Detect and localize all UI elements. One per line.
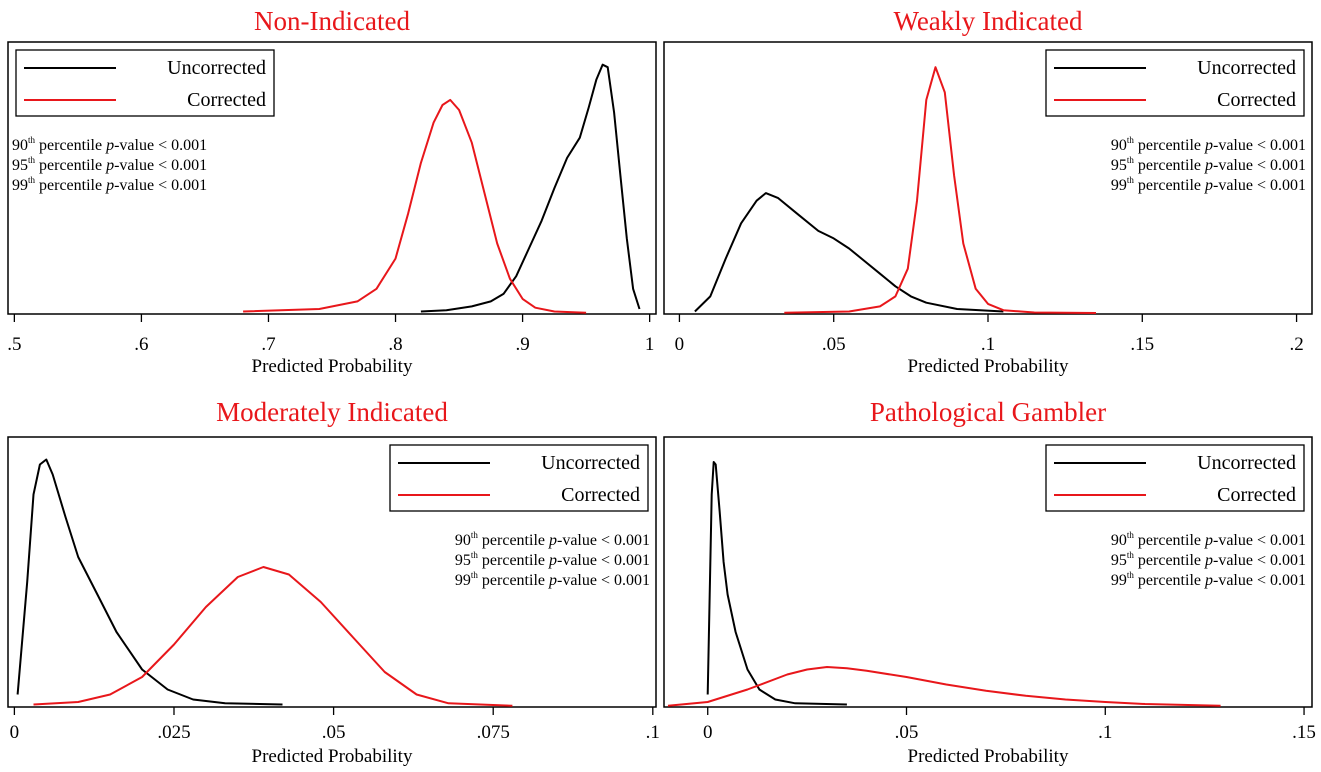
x-tick-label: .7 bbox=[261, 334, 275, 355]
x-tick-label: .15 bbox=[1292, 722, 1316, 743]
legend-label-corrected: Corrected bbox=[1217, 89, 1296, 111]
x-tick-label: .2 bbox=[1289, 334, 1303, 355]
pvalue-note: 90th percentile p-value < 0.001 bbox=[1111, 530, 1306, 549]
plot-frame bbox=[663, 436, 1313, 708]
x-tick-label: .1 bbox=[1098, 722, 1112, 743]
legend-box bbox=[1045, 49, 1305, 117]
series-line-corrected bbox=[784, 66, 1097, 314]
legend: Uncorrected Corrected bbox=[389, 444, 649, 512]
series-line-corrected bbox=[243, 98, 587, 314]
series-line-uncorrected bbox=[16, 458, 283, 706]
x-tick-label: .025 bbox=[157, 722, 190, 743]
chart-panel-3: Moderately Indicated 0 .025 .05 .075 .1 Predic… bbox=[7, 397, 660, 767]
x-tick-label: 0 bbox=[10, 722, 20, 743]
series-line-corrected bbox=[667, 666, 1221, 707]
x-tick-label: .05 bbox=[895, 722, 919, 743]
x-tick-label: .8 bbox=[388, 334, 402, 355]
panel-title: Moderately Indicated bbox=[216, 397, 448, 427]
x-tick-label: .1 bbox=[981, 334, 995, 355]
series-line-uncorrected bbox=[420, 63, 641, 313]
pvalue-note: 99th percentile p-value < 0.001 bbox=[1111, 570, 1306, 589]
pvalue-note: 90th percentile p-value < 0.001 bbox=[12, 135, 207, 154]
pvalue-note: 99th percentile p-value < 0.001 bbox=[455, 570, 650, 589]
legend-label-uncorrected: Uncorrected bbox=[1197, 57, 1296, 79]
panel-title: Non-Indicated bbox=[254, 6, 410, 36]
plot-frame bbox=[7, 41, 657, 315]
x-tick-label: 0 bbox=[675, 334, 685, 355]
panel-title: Weakly Indicated bbox=[894, 6, 1083, 36]
x-tick-label: .05 bbox=[822, 334, 846, 355]
panel-title: Pathological Gambler bbox=[870, 397, 1106, 427]
chart-panel-1: Non-Indicated .5 .6 .7 .8 .9 1 Predicted Probab… bbox=[7, 6, 657, 377]
legend-label-uncorrected: Uncorrected bbox=[167, 57, 266, 79]
plot-frame bbox=[7, 436, 657, 708]
series-line-uncorrected bbox=[706, 461, 847, 706]
legend-box bbox=[15, 49, 275, 117]
pvalue-note: 95th percentile p-value < 0.001 bbox=[12, 155, 207, 174]
pvalue-note: 90th percentile p-value < 0.001 bbox=[455, 530, 650, 549]
series-line-uncorrected bbox=[694, 192, 1004, 313]
legend: Uncorrected Corrected bbox=[1045, 444, 1305, 512]
legend-label-corrected: Corrected bbox=[187, 89, 266, 111]
legend: Uncorrected Corrected bbox=[1045, 49, 1305, 117]
x-axis-title: Predicted Probability bbox=[908, 746, 1069, 767]
legend: Uncorrected Corrected bbox=[15, 49, 275, 117]
chart-panel-2: Weakly Indicated 0 .05 .1 .15 .2 Predicted Pro… bbox=[663, 6, 1313, 377]
x-axis-title: Predicted Probability bbox=[252, 746, 413, 767]
x-axis-title: Predicted Probability bbox=[252, 356, 413, 377]
pvalue-note: 99th percentile p-value < 0.001 bbox=[1111, 175, 1306, 194]
x-tick-label: .9 bbox=[515, 334, 529, 355]
x-tick-label: 0 bbox=[703, 722, 713, 743]
legend-label-corrected: Corrected bbox=[561, 484, 640, 506]
x-axis-title: Predicted Probability bbox=[908, 356, 1069, 377]
x-tick-label: .075 bbox=[477, 722, 510, 743]
x-tick-label: .05 bbox=[322, 722, 346, 743]
series-line-corrected bbox=[33, 566, 513, 707]
x-tick-label: .15 bbox=[1130, 334, 1154, 355]
legend-label-corrected: Corrected bbox=[1217, 484, 1296, 506]
pvalue-note: 99th percentile p-value < 0.001 bbox=[12, 175, 207, 194]
x-tick-label: .1 bbox=[646, 722, 660, 743]
x-tick-label: .6 bbox=[134, 334, 148, 355]
legend-label-uncorrected: Uncorrected bbox=[1197, 452, 1296, 474]
legend-label-uncorrected: Uncorrected bbox=[541, 452, 640, 474]
pvalue-note: 95th percentile p-value < 0.001 bbox=[1111, 550, 1306, 569]
pvalue-note: 95th percentile p-value < 0.001 bbox=[455, 550, 650, 569]
pvalue-note: 90th percentile p-value < 0.001 bbox=[1111, 135, 1306, 154]
x-tick-label: .5 bbox=[7, 334, 21, 355]
legend-box bbox=[1045, 444, 1305, 512]
x-tick-label: 1 bbox=[645, 334, 655, 355]
legend-box bbox=[389, 444, 649, 512]
pvalue-note: 95th percentile p-value < 0.001 bbox=[1111, 155, 1306, 174]
chart-panel-4: Pathological Gambler 0 .05 .1 .15 Predicted P… bbox=[663, 397, 1316, 767]
